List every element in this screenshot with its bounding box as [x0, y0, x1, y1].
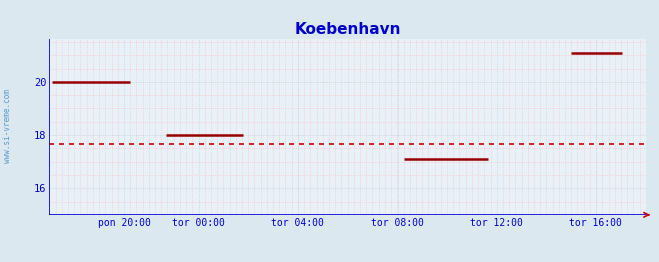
Text: www.si-vreme.com: www.si-vreme.com	[3, 89, 13, 163]
Title: Koebenhavn: Koebenhavn	[295, 22, 401, 37]
